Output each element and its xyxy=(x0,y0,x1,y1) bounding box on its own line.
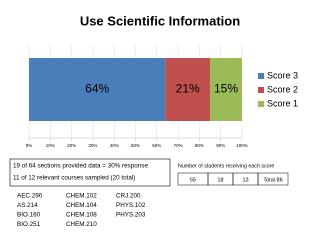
course-code: CHEM.104 xyxy=(66,202,97,209)
x-tick-label: 80% xyxy=(195,143,204,148)
value-label: 21% xyxy=(176,82,200,96)
course-code: BIO.251 xyxy=(17,221,41,228)
note: 19 of 64 sections provided data = 30% re… xyxy=(13,163,148,170)
course-code: CHEM.102 xyxy=(66,193,97,200)
x-tick-label: 40% xyxy=(110,143,119,148)
course-code: AEC.290 xyxy=(17,193,43,200)
x-tick-label: 100% xyxy=(236,143,248,148)
legend-swatch xyxy=(258,87,264,93)
course-code: CHEM.210 xyxy=(66,221,97,228)
x-tick-label: 20% xyxy=(67,143,76,148)
legend-label: Score 3 xyxy=(267,70,298,80)
x-tick-label: 90% xyxy=(216,143,225,148)
legend-label: Score 1 xyxy=(267,98,298,108)
table-value: 55 xyxy=(190,177,196,183)
notes-box xyxy=(9,158,171,187)
legend-swatch xyxy=(258,101,264,107)
course-code: CRJ.200 xyxy=(116,193,141,200)
course-code: PHYS.203 xyxy=(116,212,146,219)
chart-title: Use Scientific Information xyxy=(80,13,240,28)
table-value: Total 86 xyxy=(263,177,282,183)
table-value: 13 xyxy=(242,177,248,183)
table-value: 18 xyxy=(217,177,223,183)
bar-segment xyxy=(210,58,242,121)
course-code: AS.214 xyxy=(17,202,38,209)
table-title: Number of students receiving each score xyxy=(178,163,274,169)
legend-label: Score 2 xyxy=(267,84,298,94)
x-tick-label: 30% xyxy=(88,143,97,148)
x-tick-label: 60% xyxy=(152,143,161,148)
value-label: 15% xyxy=(214,82,238,96)
x-tick-label: 70% xyxy=(174,143,183,148)
course-code: CHEM.108 xyxy=(66,212,97,219)
x-tick-label: 50% xyxy=(131,143,140,148)
bar-segment xyxy=(29,58,166,121)
course-code: PHYS.102 xyxy=(116,202,146,209)
bar-segment xyxy=(165,58,211,121)
x-tick-label: 0% xyxy=(26,143,33,148)
legend-swatch xyxy=(258,73,264,79)
x-tick-label: 10% xyxy=(46,143,55,148)
value-label: 64% xyxy=(85,82,109,96)
note: 11 of 12 relevant courses sampled (20 to… xyxy=(13,175,135,182)
course-code: BIO.160 xyxy=(17,212,41,219)
table-cell xyxy=(257,172,289,186)
